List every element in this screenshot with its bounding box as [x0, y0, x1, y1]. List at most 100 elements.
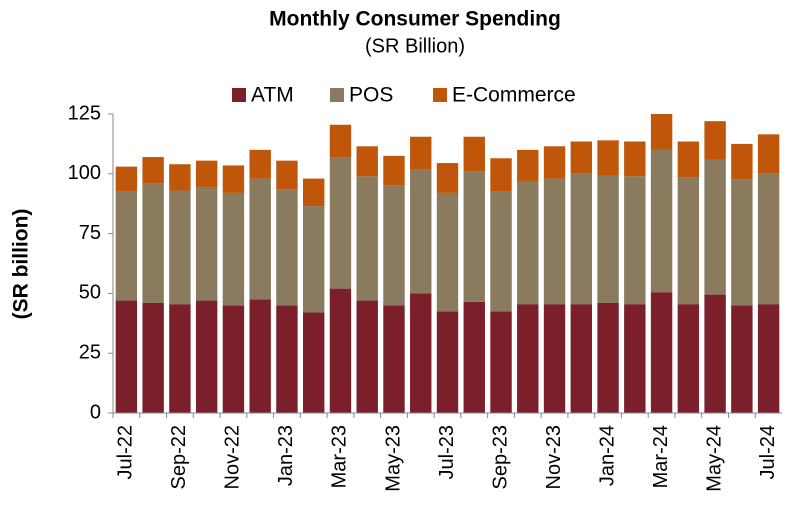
bar-segment	[490, 158, 512, 192]
legend-label: POS	[349, 84, 393, 107]
bar-segment	[757, 173, 780, 305]
bar-segment	[195, 160, 218, 187]
bar-segment	[276, 189, 298, 306]
bar-segment	[490, 311, 512, 413]
bar-segment	[650, 292, 673, 413]
y-tick-label: 75	[79, 222, 101, 244]
bar-segment	[570, 141, 593, 174]
bar-segment	[597, 302, 619, 413]
bar-segment	[249, 149, 271, 179]
x-tick-label: Jul-23	[436, 425, 458, 479]
bar-segment	[597, 174, 619, 303]
bar-segment	[195, 300, 218, 413]
bar-segment	[142, 157, 164, 184]
bar-segment	[249, 299, 271, 413]
bar-segment	[731, 143, 753, 180]
bar-segment	[677, 177, 700, 305]
bar-segment	[249, 178, 271, 300]
bar-segment	[543, 178, 566, 305]
bar-segment	[383, 305, 405, 413]
legend-swatch	[433, 88, 447, 102]
x-tick-label: Nov-22	[222, 425, 244, 489]
bar-segment	[757, 134, 780, 174]
y-axis-label: (SR billion)	[10, 209, 33, 320]
y-tick-label: 25	[79, 341, 101, 363]
bar-segment	[142, 183, 164, 303]
bar-segment	[436, 192, 459, 312]
chart-title: Monthly Consumer Spending	[269, 8, 561, 31]
bar-segment	[356, 146, 378, 177]
bar-segment	[142, 302, 164, 413]
legend-label: E-Commerce	[452, 84, 576, 107]
x-tick-label: Nov-23	[543, 425, 565, 489]
bar-segment	[463, 136, 485, 172]
bar-segment	[329, 157, 352, 289]
legend-swatch	[330, 88, 344, 102]
x-tick-label: Jan-23	[275, 425, 297, 486]
bar-segment	[169, 164, 191, 191]
x-tick-label: Mar-23	[329, 425, 351, 488]
bar-segment	[276, 305, 298, 413]
bar-segment	[757, 304, 780, 413]
bar-segment	[436, 311, 459, 413]
bar-segment	[195, 186, 218, 301]
bar-segment	[517, 180, 539, 305]
x-tick-label: Jan-24	[596, 425, 618, 486]
legend-swatch	[232, 88, 246, 102]
bar-segment	[222, 165, 245, 193]
x-tick-label: Sep-22	[168, 425, 190, 490]
bar-segment	[410, 169, 432, 294]
bar-segment	[650, 114, 673, 150]
bar-segment	[302, 206, 325, 313]
bar-segment	[169, 304, 191, 413]
bar-segment	[302, 312, 325, 413]
bar-segment	[302, 178, 325, 207]
bar-segment	[597, 140, 619, 175]
bar-segment	[731, 305, 753, 413]
bar-segment	[410, 293, 432, 413]
bar-segment	[115, 300, 138, 413]
y-tick-label: 50	[79, 282, 101, 304]
bar-segment	[517, 304, 539, 413]
bar-segment	[356, 176, 378, 301]
bar-segment	[356, 300, 378, 413]
bar-segment	[329, 124, 352, 158]
bar-segment	[115, 166, 138, 192]
bar-segment	[624, 176, 646, 305]
bar-segment	[222, 305, 245, 413]
bar-segment	[677, 141, 700, 178]
legend-label: ATM	[251, 84, 294, 107]
bar-segment	[383, 185, 405, 306]
bar-segment	[436, 163, 459, 193]
bar-segment	[570, 304, 593, 413]
x-tick-label: May-23	[382, 425, 404, 492]
bar-segment	[731, 179, 753, 306]
x-tick-label: Jul-22	[115, 425, 137, 479]
x-tick-label: Jul-24	[757, 425, 779, 479]
bar-segment	[222, 192, 245, 306]
bar-segment	[543, 146, 566, 179]
bar-segment	[115, 191, 138, 301]
bar-segment	[463, 171, 485, 302]
bar-segment	[704, 159, 726, 295]
bar-segment	[624, 304, 646, 413]
bar-segment	[570, 173, 593, 305]
chart-subtitle: (SR Billion)	[365, 35, 465, 57]
bar-segment	[677, 304, 700, 413]
bar-segment	[410, 136, 432, 170]
bar-segment	[543, 304, 566, 413]
x-tick-label: Sep-23	[489, 425, 511, 490]
y-tick-label: 0	[90, 401, 101, 423]
y-tick-label: 125	[68, 102, 101, 124]
bar-segment	[704, 121, 726, 160]
bar-segment	[276, 160, 298, 190]
bar-segment	[383, 155, 405, 186]
bar-segment	[517, 149, 539, 181]
bar-segment	[624, 141, 646, 177]
bar-segment	[650, 149, 673, 293]
y-tick-label: 100	[68, 162, 101, 184]
bar-segment	[704, 294, 726, 413]
x-tick-label: Mar-24	[650, 425, 672, 488]
bar-segment	[463, 301, 485, 413]
